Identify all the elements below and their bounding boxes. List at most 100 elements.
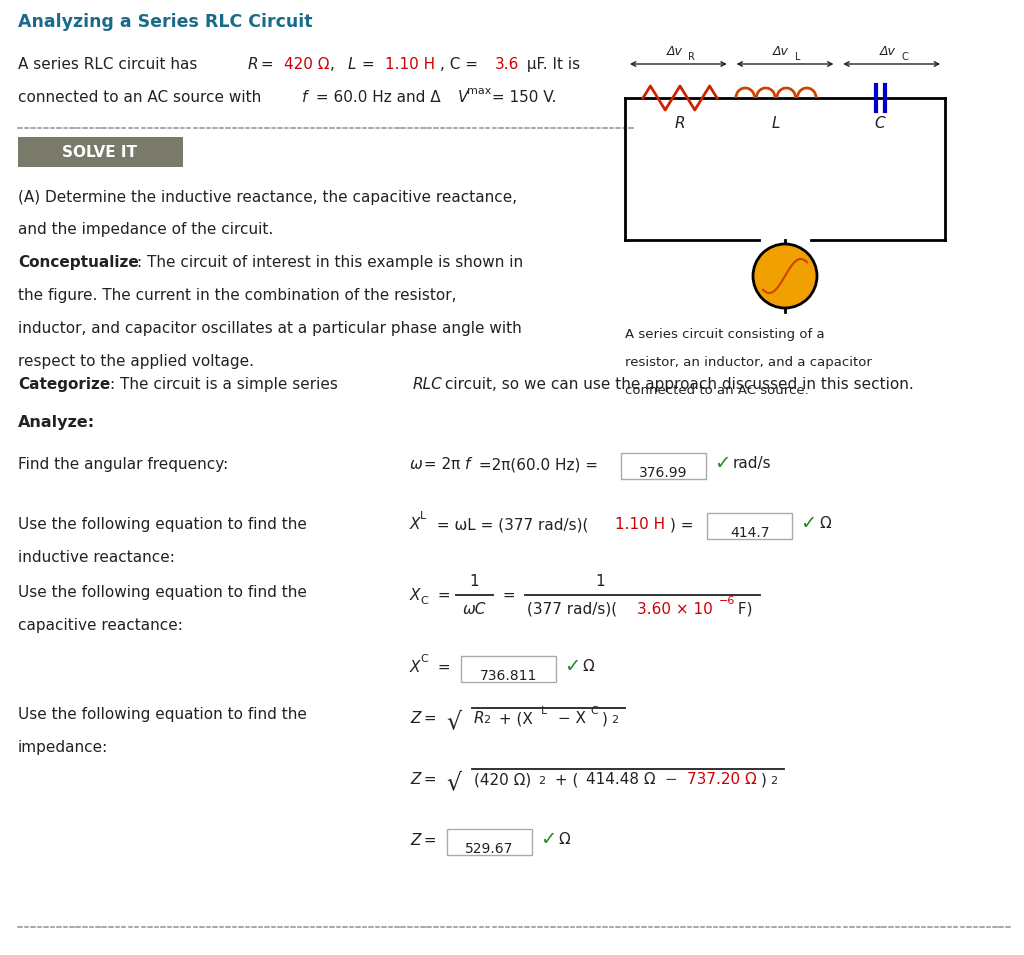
Text: resistor, an inductor, and a capacitor: resistor, an inductor, and a capacitor: [625, 356, 871, 369]
Text: C: C: [420, 596, 428, 606]
Text: 3.60 × 10: 3.60 × 10: [637, 602, 713, 617]
Text: = 2π: = 2π: [419, 457, 461, 472]
Text: V: V: [458, 90, 468, 105]
Text: 737.20 Ω: 737.20 Ω: [687, 772, 757, 787]
Text: Conceptualize: Conceptualize: [18, 255, 138, 270]
Text: A series RLC circuit has: A series RLC circuit has: [18, 57, 203, 72]
Text: 2: 2: [770, 776, 777, 786]
FancyBboxPatch shape: [461, 656, 556, 682]
Text: (A) Determine the inductive reactance, the capacitive reactance,: (A) Determine the inductive reactance, t…: [18, 190, 517, 205]
FancyBboxPatch shape: [708, 513, 793, 539]
Text: μF. It is: μF. It is: [522, 57, 581, 72]
Text: Ω: Ω: [559, 832, 570, 846]
Text: Ω: Ω: [819, 516, 830, 530]
Text: X: X: [410, 660, 421, 675]
Text: and the impedance of the circuit.: and the impedance of the circuit.: [18, 222, 273, 237]
Text: =: =: [419, 772, 441, 787]
Text: R: R: [247, 57, 258, 72]
Text: √: √: [446, 770, 462, 794]
Text: f: f: [302, 90, 307, 105]
Text: =: =: [419, 711, 441, 726]
Text: ✓: ✓: [800, 514, 816, 533]
Text: impedance:: impedance:: [18, 740, 109, 755]
Text: ✓: ✓: [714, 454, 730, 473]
Text: =: =: [433, 660, 456, 675]
Text: 376.99: 376.99: [639, 466, 687, 480]
Text: L: L: [541, 706, 547, 716]
Circle shape: [753, 244, 817, 308]
Text: −: −: [659, 772, 682, 787]
Text: 1.10 H: 1.10 H: [615, 517, 666, 532]
Text: inductive reactance:: inductive reactance:: [18, 550, 175, 565]
FancyBboxPatch shape: [18, 137, 183, 167]
Text: ): ): [602, 711, 608, 726]
Text: 736.811: 736.811: [479, 669, 537, 683]
Text: 1: 1: [470, 574, 479, 588]
Text: (377 rad/s)(: (377 rad/s)(: [526, 602, 616, 617]
Text: =2π(60.0 Hz) =: =2π(60.0 Hz) =: [474, 457, 603, 472]
Text: , C =: , C =: [439, 57, 482, 72]
Text: ) =: ) =: [671, 517, 698, 532]
Text: Z: Z: [410, 711, 421, 726]
Text: ωC: ωC: [463, 602, 486, 617]
Text: C: C: [420, 654, 428, 664]
Text: −6: −6: [719, 596, 735, 606]
Text: ,: ,: [330, 57, 339, 72]
Text: L: L: [795, 52, 801, 62]
Text: L: L: [348, 57, 356, 72]
Text: Z: Z: [410, 772, 421, 787]
Text: ω: ω: [410, 457, 423, 472]
Text: Use the following equation to find the: Use the following equation to find the: [18, 585, 307, 600]
Text: =: =: [419, 833, 441, 848]
Text: inductor, and capacitor oscillates at a particular phase angle with: inductor, and capacitor oscillates at a …: [18, 321, 522, 336]
Text: = ωL = (377 rad/s)(: = ωL = (377 rad/s)(: [432, 517, 589, 532]
Text: SOLVE IT: SOLVE IT: [62, 144, 137, 159]
Text: f: f: [465, 457, 470, 472]
Text: X: X: [410, 517, 421, 532]
Text: Analyze:: Analyze:: [18, 415, 95, 430]
Text: circuit, so we can use the approach discussed in this section.: circuit, so we can use the approach disc…: [439, 377, 913, 392]
Text: max: max: [467, 86, 492, 96]
Text: 3.6: 3.6: [495, 57, 519, 72]
Text: 420 Ω: 420 Ω: [284, 57, 330, 72]
Text: Analyzing a Series RLC Circuit: Analyzing a Series RLC Circuit: [18, 13, 312, 31]
Text: =: =: [357, 57, 380, 72]
Text: + (: + (: [550, 772, 579, 787]
Text: Δv: Δv: [667, 45, 682, 58]
Text: Δv: Δv: [880, 45, 896, 58]
Text: 414.7: 414.7: [730, 526, 769, 540]
Text: + (X: + (X: [494, 711, 532, 726]
Text: =: =: [256, 57, 279, 72]
Text: Δv: Δv: [773, 45, 788, 58]
Text: √: √: [446, 709, 462, 733]
Text: 1.10 H: 1.10 H: [385, 57, 435, 72]
Text: ✓: ✓: [563, 656, 580, 675]
Text: 2: 2: [483, 715, 489, 725]
Text: 1: 1: [595, 574, 604, 588]
Text: connected to an AC source with: connected to an AC source with: [18, 90, 266, 105]
Text: L: L: [772, 116, 780, 131]
Text: C: C: [902, 52, 908, 62]
Text: A series circuit consisting of a: A series circuit consisting of a: [625, 328, 824, 341]
Text: : The circuit is a simple series: : The circuit is a simple series: [110, 377, 342, 392]
Text: : The circuit of interest in this example is shown in: : The circuit of interest in this exampl…: [137, 255, 523, 270]
Text: the figure. The current in the combination of the resistor,: the figure. The current in the combinati…: [18, 288, 457, 303]
Text: − X: − X: [553, 711, 586, 726]
Text: RLC: RLC: [413, 377, 442, 392]
Text: C: C: [590, 706, 598, 716]
Text: (420 Ω): (420 Ω): [474, 772, 530, 787]
Text: = 150 V.: = 150 V.: [487, 90, 557, 105]
Text: = 60.0 Hz and Δ: = 60.0 Hz and Δ: [311, 90, 441, 105]
Text: 2: 2: [611, 715, 618, 725]
FancyBboxPatch shape: [621, 453, 706, 479]
Text: ✓: ✓: [540, 830, 556, 848]
Text: rad/s: rad/s: [733, 456, 771, 471]
Text: =: =: [499, 587, 516, 603]
Text: Use the following equation to find the: Use the following equation to find the: [18, 707, 307, 722]
Text: X: X: [410, 587, 421, 603]
Text: =: =: [433, 587, 451, 603]
Text: ): ): [761, 772, 767, 787]
Text: Find the angular frequency:: Find the angular frequency:: [18, 457, 228, 472]
Text: F): F): [732, 602, 753, 617]
Text: 529.67: 529.67: [465, 842, 513, 856]
